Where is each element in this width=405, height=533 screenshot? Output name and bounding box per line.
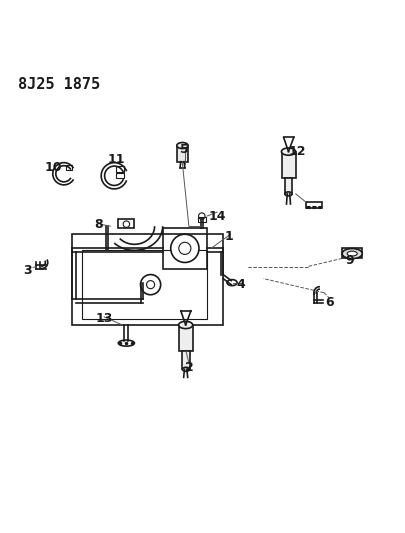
Text: 10: 10 xyxy=(45,161,62,174)
Ellipse shape xyxy=(176,142,188,149)
Bar xyxy=(116,173,123,178)
Text: 2: 2 xyxy=(184,361,193,374)
Text: 8: 8 xyxy=(94,217,102,231)
Bar xyxy=(197,217,205,222)
Text: 1: 1 xyxy=(224,230,233,243)
Bar xyxy=(305,202,321,208)
Circle shape xyxy=(146,280,154,289)
Text: 12: 12 xyxy=(288,145,306,158)
Text: 9: 9 xyxy=(345,254,354,267)
Bar xyxy=(162,228,207,269)
Text: 5: 5 xyxy=(180,143,189,156)
Bar xyxy=(118,219,134,228)
Circle shape xyxy=(123,221,129,228)
Ellipse shape xyxy=(346,251,356,256)
Bar xyxy=(82,251,207,319)
Text: 14: 14 xyxy=(208,209,225,223)
Bar xyxy=(72,234,223,325)
Ellipse shape xyxy=(281,148,295,155)
Bar xyxy=(281,151,295,178)
Bar xyxy=(116,166,123,172)
Ellipse shape xyxy=(178,321,192,329)
Circle shape xyxy=(178,243,190,254)
Text: 4: 4 xyxy=(237,278,245,291)
Bar xyxy=(66,165,72,169)
Circle shape xyxy=(171,234,198,262)
Ellipse shape xyxy=(284,192,291,196)
Ellipse shape xyxy=(182,367,189,372)
Text: 6: 6 xyxy=(325,296,333,309)
Bar xyxy=(176,146,188,161)
Ellipse shape xyxy=(118,340,134,346)
Bar xyxy=(182,351,189,369)
Circle shape xyxy=(140,274,160,295)
Text: 8J25 1875: 8J25 1875 xyxy=(17,77,99,92)
Bar xyxy=(284,178,291,194)
Ellipse shape xyxy=(226,280,237,286)
Text: 3: 3 xyxy=(23,264,32,277)
Circle shape xyxy=(198,213,205,219)
Bar xyxy=(178,325,192,351)
Bar xyxy=(341,248,361,259)
Ellipse shape xyxy=(341,248,361,259)
Text: 13: 13 xyxy=(95,312,113,326)
Text: 11: 11 xyxy=(107,153,125,166)
